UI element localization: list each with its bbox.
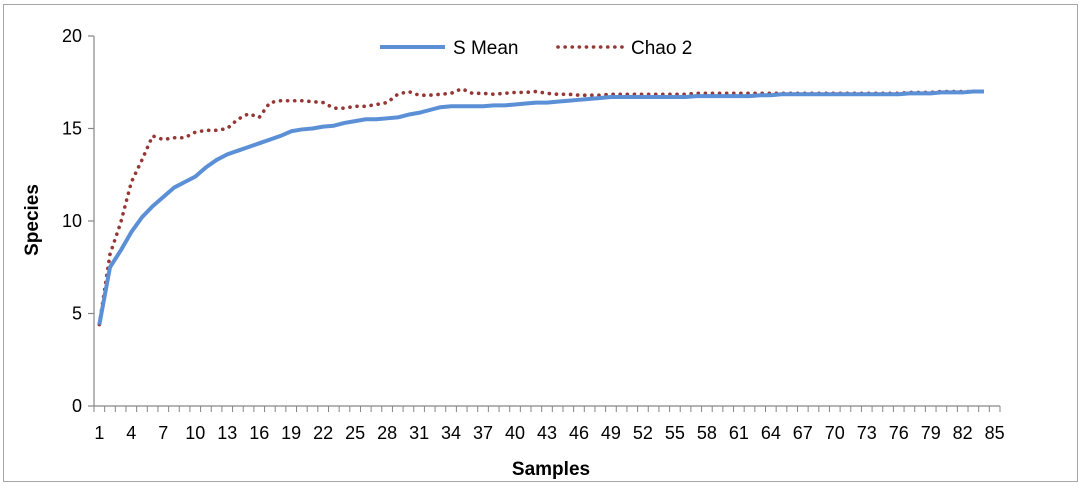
- series-layer: [97, 86, 986, 327]
- legend: S Mean Chao 2: [380, 38, 692, 59]
- y-tick-label: 20: [62, 26, 82, 46]
- x-tick-label: 25: [345, 423, 365, 443]
- x-tick-label: 16: [249, 423, 269, 443]
- x-tick-label: 70: [825, 423, 845, 443]
- x-tick-label: 43: [537, 423, 557, 443]
- legend-label-s-mean: S Mean: [453, 38, 518, 59]
- legend-label-chao-2: Chao 2: [631, 38, 692, 59]
- x-tick-label: 55: [665, 423, 685, 443]
- x-tick-label: 82: [953, 423, 973, 443]
- y-tick-label: 0: [72, 396, 82, 416]
- axes: [93, 36, 1000, 407]
- x-tick-label: 64: [761, 423, 781, 443]
- x-tick-label: 37: [473, 423, 493, 443]
- x-tick-label: 46: [569, 423, 589, 443]
- x-tick-label: 52: [633, 423, 653, 443]
- series-line-chao-2: [97, 86, 986, 327]
- x-tick-label: 1: [94, 423, 104, 443]
- x-tick-label: 22: [313, 423, 333, 443]
- y-tick-label: 10: [62, 211, 82, 231]
- x-tick-label: 76: [889, 423, 909, 443]
- y-tick-label: 15: [62, 119, 82, 139]
- y-axis-title: Species: [22, 184, 43, 256]
- x-tick-label: 61: [729, 423, 749, 443]
- x-tick-label: 31: [409, 423, 429, 443]
- x-tick-label: 49: [601, 423, 621, 443]
- x-tick-label: 4: [126, 423, 136, 443]
- x-tick-label: 7: [158, 423, 168, 443]
- x-tick-label: 40: [505, 423, 525, 443]
- series-line-s-mean: [97, 89, 985, 325]
- x-tick-label: 58: [697, 423, 717, 443]
- x-tick-label: 13: [217, 423, 237, 443]
- x-tick-label: 34: [441, 423, 461, 443]
- x-tick-label: 67: [793, 423, 813, 443]
- x-axis-title: Samples: [512, 459, 590, 480]
- x-tick-label: 19: [281, 423, 301, 443]
- y-tick-label: 5: [72, 304, 82, 324]
- x-tick-label: 79: [921, 423, 941, 443]
- x-axis-ticks: 1 4 7 10 13 16 19 22 25 28 31 34 37 40 43 46 49 52 55 58 61 6…: [93, 406, 1005, 443]
- chart-frame: [3, 4, 1078, 482]
- x-tick-label: 10: [185, 423, 205, 443]
- x-tick-label: 73: [857, 423, 877, 443]
- x-tick-label: 85: [985, 423, 1005, 443]
- y-axis-ticks: 0 5 10 15 20: [62, 26, 94, 416]
- x-tick-label: 28: [377, 423, 397, 443]
